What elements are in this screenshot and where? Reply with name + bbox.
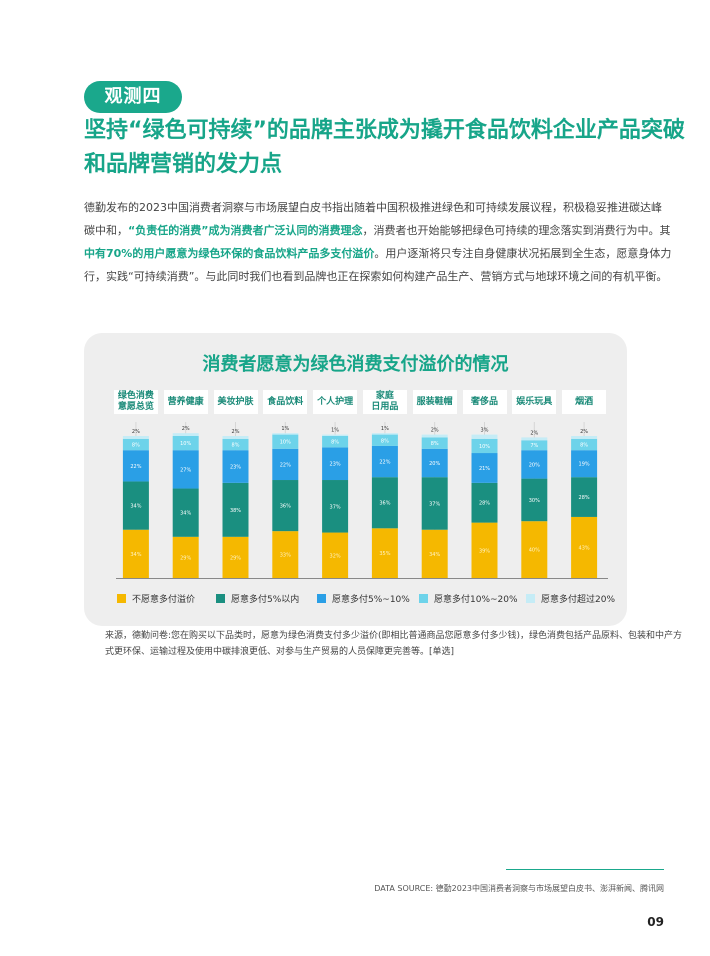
headline-line-1: 坚持“绿色可持续”的品牌主张成为撬开食品饮料企业产品突破 [84, 118, 685, 143]
legend-swatch [216, 594, 225, 603]
category-label: 美妆护肤 [213, 390, 258, 414]
paragraph-highlight: 中有70%的用户愿意为绿色环保的食品饮料产品多支付溢价 [84, 247, 375, 260]
category-label: 烟酒 [562, 390, 607, 414]
section-badge: 观测四 [84, 81, 182, 113]
category-label: 娱乐玩具 [512, 390, 557, 414]
category-label: 食品饮料 [263, 390, 308, 414]
legend-item: 愿意多付5%~10% [317, 592, 410, 605]
headline-line-2: 和品牌营销的发力点 [84, 152, 283, 177]
legend-label: 愿意多付10%~20% [434, 595, 518, 605]
legend-label: 愿意多付5%以内 [231, 595, 300, 605]
legend-swatch [117, 594, 126, 603]
legend-item: 愿意多付5%以内 [216, 592, 299, 605]
data-source: DATA SOURCE: 德勤2023中国消费者洞察与市场展望白皮书、澎湃新闻、… [374, 884, 664, 893]
paragraph-line-3: 中有70%的用户愿意为绿色环保的食品饮料产品多支付溢价。用户逐渐将只专注自身健康… [84, 242, 671, 265]
paragraph-text: ，消费者也开始能够把绿色可持续的理念落实到消费行为中。其 [362, 224, 671, 237]
chart-panel [84, 333, 627, 626]
paragraph-highlight: “负责任的消费”成为消费者广泛认同的消费理念 [128, 224, 363, 237]
legend-label: 愿意多付5%~10% [332, 595, 410, 605]
category-label: 奢侈品 [462, 390, 507, 414]
legend-item: 愿意多付10%~20% [419, 592, 518, 605]
page-number: 09 [647, 915, 664, 929]
footnote: 来源，德勤问卷:您在购买以下品类时，愿意为绿色消费支付多少溢价(即相比普通商品您… [105, 628, 683, 660]
category-label: 个人护理 [313, 390, 358, 414]
paragraph-text: 。用户逐渐将只专注自身健康状况拓展到全生态，愿意身体力 [374, 247, 672, 260]
legend-swatch [526, 594, 535, 603]
category-label: 服装鞋帽 [412, 390, 457, 414]
legend-swatch [419, 594, 428, 603]
paragraph-line-2: 碳中和，“负责任的消费”成为消费者广泛认同的消费理念，消费者也开始能够把绿色可持… [84, 219, 670, 242]
paragraph-line-4: 行，实践“可持续消费”。与此同时我们也看到品牌也正在探索如何构建产品生产、营销方… [84, 270, 668, 283]
footnote-line-2: 式更环保、运输过程及使用中碳排浪更低、对参与生产贸易的人员保障更完善等。[单选] [105, 647, 455, 657]
legend-swatch [317, 594, 326, 603]
legend-item: 不愿意多付溢价 [117, 592, 195, 605]
paragraph-text: 碳中和， [84, 224, 128, 237]
legend-item: 愿意多付超过20% [526, 592, 615, 605]
legend-label: 不愿意多付溢价 [132, 595, 196, 605]
chart-title: 消费者愿意为绿色消费支付溢价的情况 [202, 354, 509, 375]
category-label: 营养健康 [163, 390, 208, 414]
paragraph-line-1: 德勤发布的2023中国消费者洞察与市场展望白皮书指出随着中国积极推进绿色和可持续… [84, 201, 662, 214]
footnote-line-1: 来源，德勤问卷:您在购买以下品类时，愿意为绿色消费支付多少溢价(即相比普通商品您… [105, 631, 683, 641]
category-label: 绿色消费 意愿总览 [113, 390, 158, 414]
source-divider [506, 869, 664, 870]
category-label: 家庭 日用品 [362, 390, 407, 414]
legend-label: 愿意多付超过20% [541, 595, 616, 605]
